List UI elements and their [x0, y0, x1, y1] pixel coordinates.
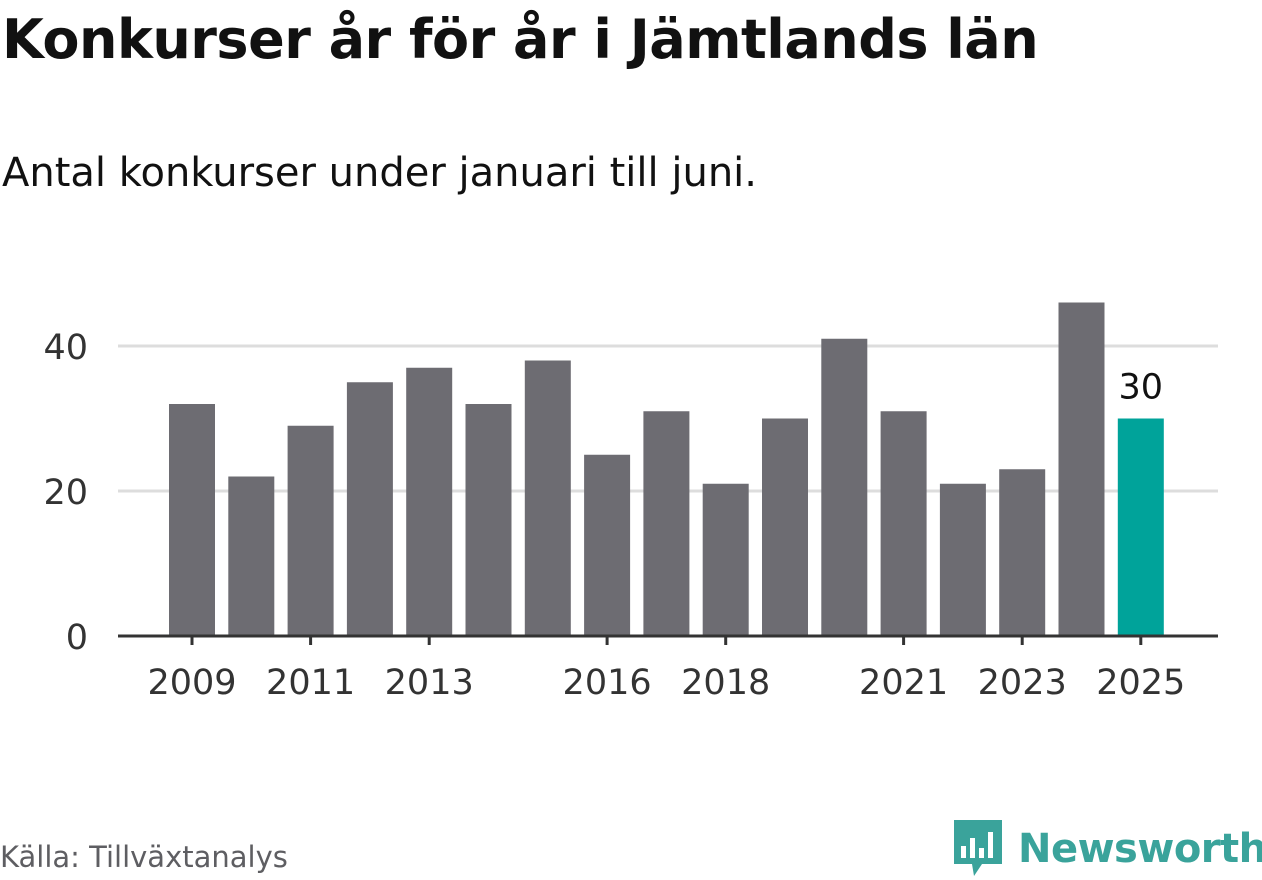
newsworthy-logo: Newsworthy	[952, 818, 1262, 880]
x-tick-label: 2009	[147, 663, 236, 703]
bar-2011	[287, 425, 334, 636]
x-tick-label: 2023	[978, 663, 1067, 703]
x-tick-label: 2011	[266, 663, 355, 703]
bar-2013	[406, 367, 453, 636]
bar-2009	[169, 404, 215, 636]
annotations: 30	[1119, 368, 1164, 408]
bar-2017	[643, 411, 690, 636]
bar-2023	[999, 469, 1046, 636]
bar-2010	[228, 476, 275, 636]
x-tick-label: 2021	[859, 663, 948, 703]
bars	[169, 302, 1164, 636]
brand-name: Newsworthy	[1018, 826, 1262, 872]
newsworthy-chart-bubble-icon	[954, 820, 1002, 876]
y-tick-label: 0	[66, 618, 88, 658]
bar-2016	[584, 454, 631, 636]
y-axis-labels: 0 20 40	[43, 328, 88, 658]
x-tick-label: 2016	[563, 663, 652, 703]
x-tick-label: 2025	[1096, 663, 1185, 703]
bar-2012	[346, 382, 393, 636]
y-tick-label: 20	[43, 473, 88, 513]
bar-2018	[702, 483, 749, 636]
bar-2022	[939, 483, 986, 636]
highlight-value-label: 30	[1119, 368, 1164, 408]
x-tick-label: 2018	[681, 663, 770, 703]
bar-2014	[465, 404, 512, 636]
chart-title: Konkurser år för år i Jämtlands län	[2, 8, 1039, 71]
bar-2020	[821, 338, 868, 636]
x-axis-labels: 2009 2011 2013 2016 2018 2021 2023 2025	[147, 663, 1185, 703]
bar-2021	[880, 411, 927, 636]
chart-subtitle: Antal konkurser under januari till juni.	[2, 150, 757, 196]
y-tick-label: 40	[43, 328, 88, 368]
bar-2025	[1117, 418, 1164, 636]
bar-2015	[524, 360, 571, 636]
source-note: Källa: Tillväxtanalys	[0, 840, 288, 874]
x-axis	[118, 634, 1218, 645]
bar-2024	[1058, 302, 1105, 636]
x-tick-label: 2013	[385, 663, 474, 703]
bar-2019	[762, 418, 808, 636]
